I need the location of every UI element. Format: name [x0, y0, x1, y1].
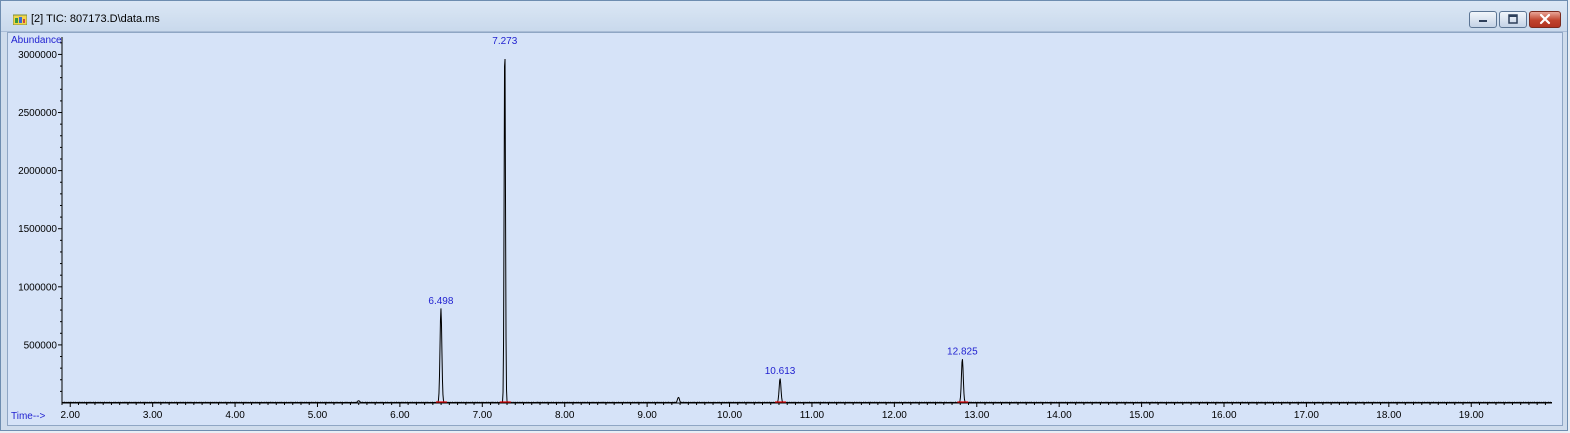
- x-axis-label: Time-->: [11, 411, 46, 422]
- axis-ticks: 500000 1000000 1500000 2000000 2500000 300000…: [18, 42, 1546, 421]
- tic-trace: [61, 59, 1553, 404]
- x-tick-label: 17.00: [1294, 410, 1319, 421]
- y-tick-label: 1500000: [18, 224, 57, 235]
- x-tick-label: 11.00: [800, 410, 825, 421]
- peak-labels: 6.498 7.273 10.613 12.825: [428, 36, 978, 403]
- x-tick-label: 14.00: [1047, 410, 1072, 421]
- y-tick-label: 500000: [24, 340, 58, 351]
- maximize-icon: [1508, 14, 1518, 24]
- x-tick-label: 2.00: [61, 410, 81, 421]
- x-tick-label: 4.00: [225, 410, 245, 421]
- x-tick-label: 16.00: [1211, 410, 1236, 421]
- peak-label: 6.498: [428, 296, 453, 307]
- close-icon: [1539, 13, 1551, 25]
- x-tick-label: 10.00: [717, 410, 742, 421]
- minimize-button[interactable]: [1469, 11, 1497, 28]
- y-tick-label: 2000000: [18, 166, 57, 177]
- peak-label: 12.825: [947, 346, 978, 357]
- trace-layer: [61, 59, 1553, 404]
- chromatogram-app-icon: [13, 14, 27, 25]
- y-tick-label: 3000000: [18, 50, 57, 61]
- x-tick-label: 6.00: [390, 410, 410, 421]
- x-tick-label: 5.00: [308, 410, 328, 421]
- tic-chromatogram-chart[interactable]: 500000 1000000 1500000 2000000 2500000 300000…: [8, 33, 1562, 425]
- window-title: [2] TIC: 807173.D\data.ms: [31, 13, 160, 25]
- y-tick-label: 1000000: [18, 282, 57, 293]
- axes: [61, 37, 1552, 404]
- x-tick-label: 18.00: [1376, 410, 1401, 421]
- x-tick-label: 19.00: [1459, 410, 1484, 421]
- y-axis-label: Abundance: [11, 35, 62, 46]
- x-tick-label: 9.00: [637, 410, 657, 421]
- x-tick-label: 8.00: [555, 410, 575, 421]
- x-tick-label: 12.00: [882, 410, 907, 421]
- window-title-bar[interactable]: [2] TIC: 807173.D\data.ms: [1, 1, 1567, 32]
- x-tick-label: 13.00: [964, 410, 989, 421]
- x-tick-label: 15.00: [1129, 410, 1154, 421]
- y-tick-label: 2500000: [18, 108, 57, 119]
- peak-label: 10.613: [765, 366, 796, 377]
- peak-label: 7.273: [492, 36, 517, 47]
- maximize-button[interactable]: [1499, 11, 1527, 28]
- minimize-icon: [1479, 20, 1487, 22]
- x-tick-label: 7.00: [473, 410, 493, 421]
- close-button[interactable]: [1529, 11, 1561, 28]
- chromatogram-plot-panel[interactable]: 500000 1000000 1500000 2000000 2500000 300000…: [7, 32, 1563, 426]
- x-tick-label: 3.00: [143, 410, 163, 421]
